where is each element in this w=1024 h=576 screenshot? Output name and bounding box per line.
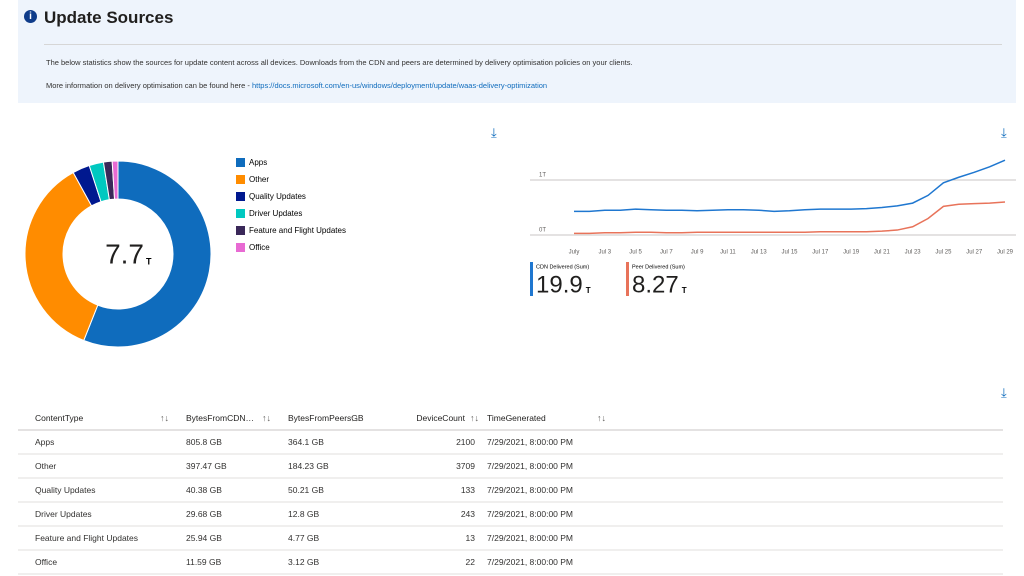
table-cell: 397.47 GB [186, 461, 227, 471]
table-cell: 25.94 GB [186, 533, 222, 543]
table-cell: Quality Updates [35, 485, 96, 495]
table-cell: 22 [465, 557, 475, 567]
column-header[interactable]: DeviceCount [416, 413, 465, 423]
download-icon[interactable]: ⤓ [491, 125, 497, 140]
legend-label: Office [249, 243, 270, 252]
sort-icon[interactable]: ↑↓ [262, 413, 271, 423]
link[interactable]: https://docs.microsoft.com/en-us/windows… [251, 81, 548, 90]
legend-swatch [236, 243, 245, 252]
x-tick-label: Jul 9 [691, 250, 704, 256]
x-tick-label: Jul 17 [812, 250, 829, 256]
table-cell: Apps [35, 437, 55, 447]
x-tick-label: July [569, 250, 580, 256]
table-cell: 7/29/2021, 8:00:00 PM [487, 509, 574, 519]
x-tick-label: Jul 15 [781, 250, 798, 256]
x-tick-label: Jul 25 [935, 250, 952, 256]
table-cell: 11.59 GB [186, 557, 222, 567]
table-cell: 2100 [456, 437, 475, 447]
donut-unit: T [146, 256, 152, 266]
line-series [574, 201, 1006, 235]
x-tick-label: Jul 21 [874, 250, 891, 256]
table-cell: 7/29/2021, 8:00:00 PM [487, 485, 574, 495]
more-info: More information on delivery optimisatio… [46, 81, 547, 90]
tile-value: 8.27 [632, 271, 679, 298]
table-cell: 3.12 GB [288, 557, 320, 567]
donut-slice [83, 160, 212, 348]
donut-slice [24, 171, 99, 342]
column-header[interactable]: BytesFromPeersGB [288, 413, 364, 423]
tile-unit: T [586, 286, 591, 295]
y-tick-label: 0T [539, 228, 546, 234]
tile-bar [626, 262, 629, 296]
legend-swatch [236, 175, 245, 184]
donut-total: 7.7 [105, 238, 144, 269]
table-cell: 7/29/2021, 8:00:00 PM [487, 533, 574, 543]
table-cell: 364.1 GB [288, 437, 324, 447]
column-header[interactable]: TimeGenerated [487, 413, 546, 423]
download-icon[interactable]: ⤓ [1001, 125, 1007, 140]
line-series [574, 159, 1006, 213]
table-cell: 184.23 GB [288, 461, 329, 471]
legend-label: Apps [249, 158, 267, 167]
table-cell: Feature and Flight Updates [35, 533, 139, 543]
column-header[interactable]: ContentType [35, 413, 84, 423]
legend-label: Other [249, 175, 269, 184]
legend-label: Driver Updates [249, 209, 302, 218]
x-tick-label: Jul 5 [629, 250, 642, 256]
divider [44, 44, 1002, 45]
table-cell: 243 [460, 509, 475, 519]
legend-swatch [236, 158, 245, 167]
info-banner: i Update Sources The below statistics sh… [18, 0, 1016, 103]
legend-swatch [236, 209, 245, 218]
tile-bar [530, 262, 533, 296]
table-cell: Other [35, 461, 57, 471]
table-cell: 133 [460, 485, 475, 495]
x-tick-label: Jul 19 [843, 250, 860, 256]
table-cell: 3709 [456, 461, 475, 471]
table-cell: 805.8 GB [186, 437, 222, 447]
table-cell: 4.77 GB [288, 533, 320, 543]
table-cell: Driver Updates [35, 509, 92, 519]
sort-icon[interactable]: ↑↓ [470, 413, 479, 423]
tile-unit: T [682, 286, 687, 295]
table-cell: 7/29/2021, 8:00:00 PM [487, 461, 574, 471]
x-tick-label: Jul 3 [598, 250, 611, 256]
x-tick-label: Jul 23 [905, 250, 922, 256]
table-cell: 40.38 GB [186, 485, 222, 495]
x-tick-label: Jul 13 [751, 250, 768, 256]
more-info-text: More information on delivery optimisatio… [46, 81, 252, 90]
info-icon: i [24, 10, 37, 23]
tile-label: Peer Delivered (Sum) [632, 264, 685, 270]
legend-label: Quality Updates [249, 192, 306, 201]
x-tick-label: Jul 7 [660, 250, 673, 256]
table-cell: Office [35, 557, 58, 567]
x-tick-label: Jul 29 [997, 250, 1014, 256]
sort-icon[interactable]: ↑↓ [160, 413, 169, 423]
legend-label: Feature and Flight Updates [249, 226, 346, 235]
donut-slice [111, 160, 119, 200]
tile-label: CDN Delivered (Sum) [536, 264, 589, 270]
x-tick-label: Jul 27 [966, 250, 983, 256]
table-cell: 13 [465, 533, 475, 543]
table-cell: 7/29/2021, 8:00:00 PM [487, 437, 574, 447]
x-tick-label: Jul 11 [720, 250, 736, 256]
table-cell: 29.68 GB [186, 509, 222, 519]
description: The below statistics show the sources fo… [46, 58, 633, 67]
tile-value: 19.9 [536, 271, 583, 298]
legend-swatch [236, 226, 245, 235]
title: Update Sources [44, 8, 174, 27]
table-cell: 50.21 GB [288, 485, 324, 495]
y-tick-label: 1T [539, 173, 546, 179]
sort-icon[interactable]: ↑↓ [350, 413, 359, 423]
sort-icon[interactable]: ↑↓ [597, 413, 606, 423]
download-icon[interactable]: ⤓ [1001, 385, 1007, 400]
table-cell: 7/29/2021, 8:00:00 PM [487, 557, 574, 567]
table-cell: 12.8 GB [288, 509, 320, 519]
column-header[interactable]: BytesFromCDN… [186, 413, 255, 423]
legend-swatch [236, 192, 245, 201]
